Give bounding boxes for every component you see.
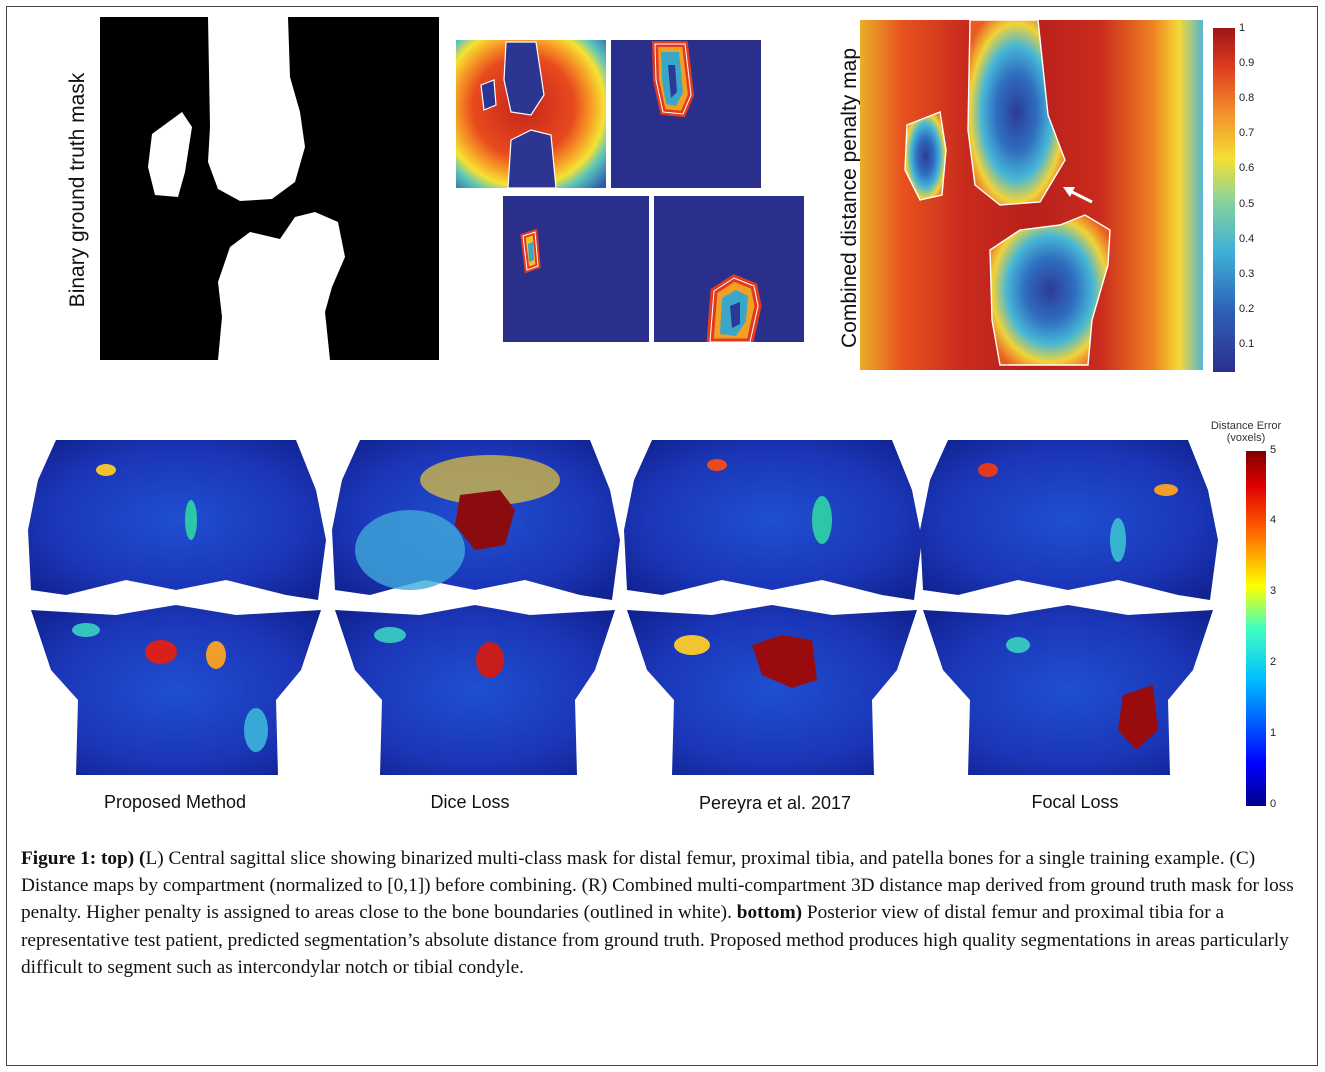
tick: 0.6 — [1239, 162, 1255, 174]
bottom-colorbar — [1246, 451, 1266, 806]
combined-penalty-map — [860, 20, 1203, 370]
rendering-proposed-method — [28, 440, 326, 775]
tick: 4 — [1270, 514, 1277, 526]
label-dice-loss: Dice Loss — [430, 792, 510, 812]
caption-text-bottom: Posterior view of distal femur and proxi… — [21, 902, 1289, 978]
tick: 2 — [1270, 656, 1277, 668]
tick: 1 — [1239, 22, 1246, 34]
colorbar-title-line2: (voxels) — [1226, 432, 1266, 444]
caption-bottom-label: bottom) — [736, 902, 803, 924]
figure-caption: Figure 1: top) (L) Central sagittal slic… — [21, 845, 1301, 981]
tick: 0.7 — [1239, 127, 1255, 139]
right-axis-label: Combined distance penalty map — [838, 48, 861, 349]
rendering-dice-loss — [332, 440, 620, 775]
rendering-focal-loss — [920, 440, 1218, 775]
tick: 0.5 — [1239, 198, 1255, 210]
distance-map-tibia — [654, 196, 804, 342]
label-focal-loss: Focal Loss — [1031, 792, 1119, 812]
bottom-colorbar-ticks: 5 4 3 2 1 0 — [1270, 444, 1300, 816]
tick: 0.8 — [1239, 92, 1255, 104]
caption-top-label: top) ( — [100, 848, 146, 869]
tick: 0.3 — [1239, 268, 1255, 280]
left-axis-label: Binary ground truth mask — [66, 72, 89, 308]
top-colorbar-ticks: 1 0.9 0.8 0.7 0.6 0.5 0.4 0.3 0.2 0.1 — [1239, 22, 1279, 382]
tick: 0 — [1270, 798, 1277, 810]
distance-map-patella — [503, 196, 649, 342]
tick: 0.1 — [1239, 338, 1255, 350]
tick: 0.2 — [1239, 303, 1255, 315]
top-colorbar — [1213, 28, 1235, 372]
binary-mask-image — [100, 17, 439, 360]
colorbar-title-line1: Distance Error — [1210, 420, 1282, 432]
caption-text-top: L) Central sagittal slice showing binari… — [21, 848, 1294, 924]
tick: 0.9 — [1239, 57, 1255, 69]
label-proposed-method: Proposed Method — [103, 792, 247, 812]
tick: 3 — [1270, 585, 1277, 597]
rendering-pereyra — [624, 440, 922, 775]
tick: 1 — [1270, 727, 1277, 739]
bottom-colorbar-title: Distance Error (voxels) — [1196, 420, 1296, 444]
distance-map-combined-small — [456, 40, 606, 188]
distance-map-femur — [611, 40, 761, 188]
label-pereyra: Pereyra et al. 2017 — [698, 793, 852, 813]
tick: 5 — [1270, 444, 1277, 456]
tick: 0.4 — [1239, 233, 1255, 245]
caption-figure-label: Figure 1: — [21, 848, 97, 869]
